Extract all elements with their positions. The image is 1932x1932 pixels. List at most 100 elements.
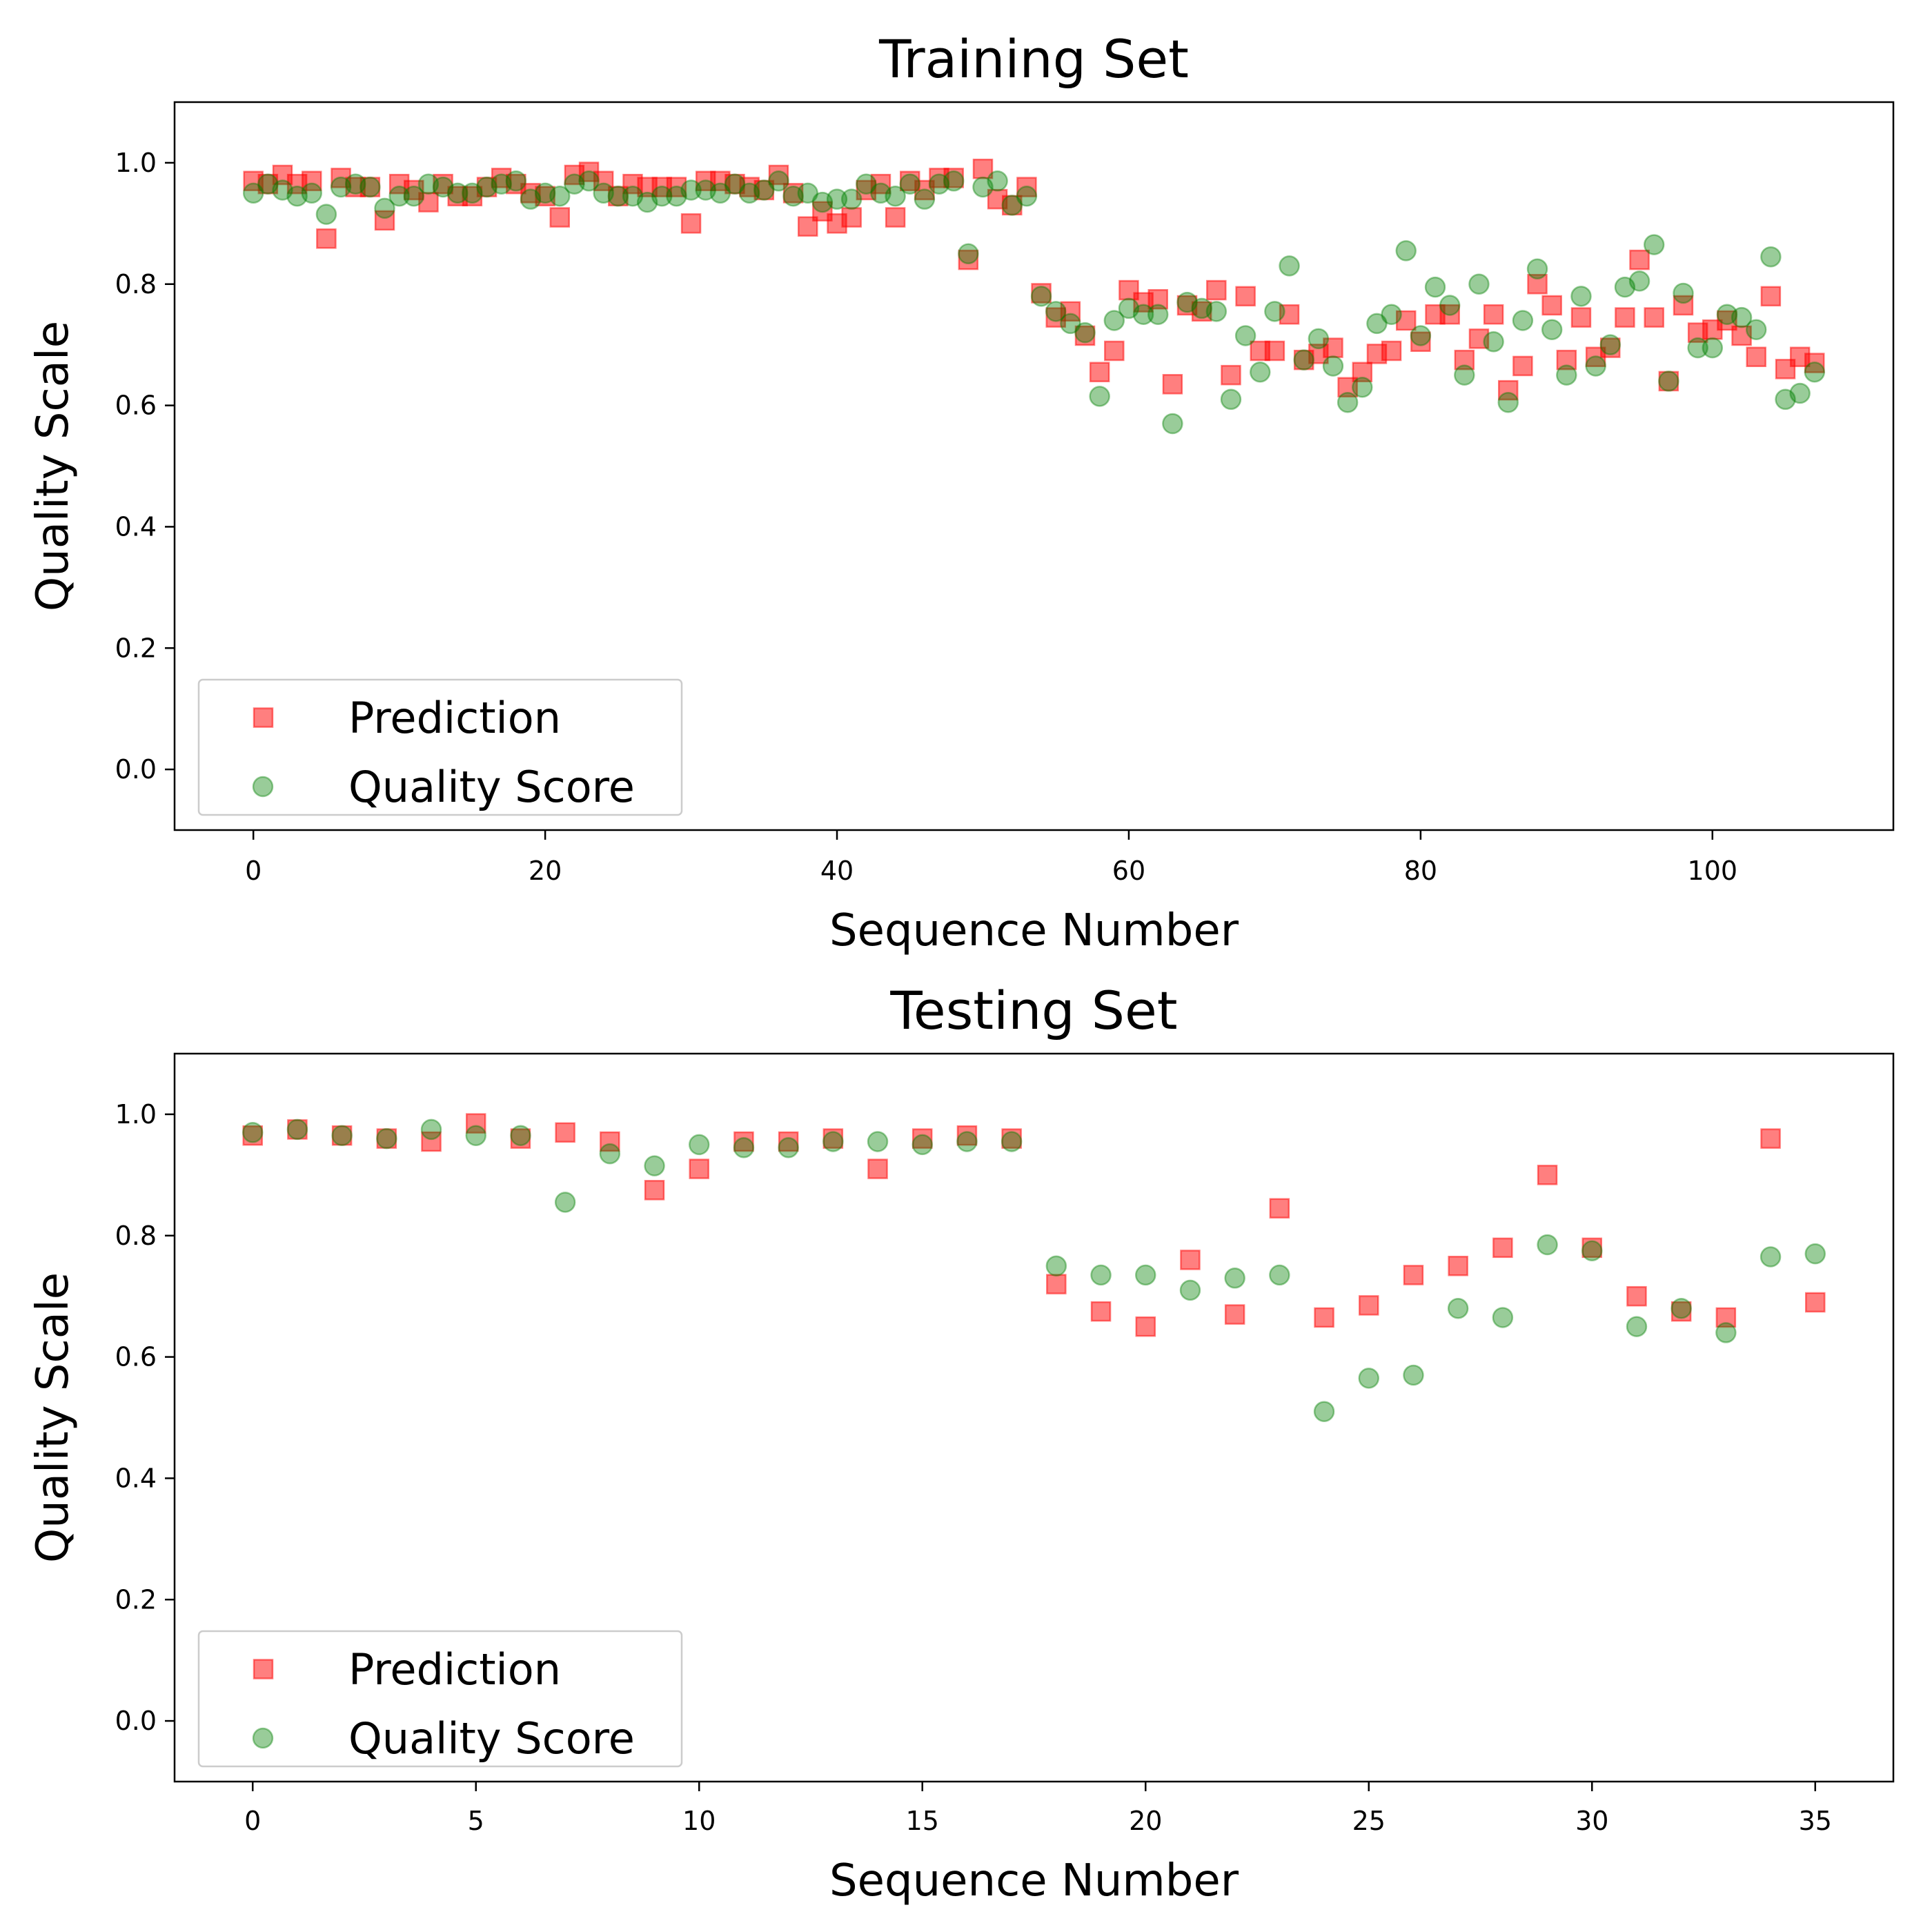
quality-score-point (462, 182, 483, 204)
prediction-point (1492, 1237, 1513, 1259)
quality-score-point (1045, 1255, 1067, 1276)
quality-score-point (242, 182, 264, 204)
legend-label: Prediction (348, 1644, 561, 1695)
prediction-point (1644, 307, 1664, 328)
prediction-point (956, 1125, 978, 1146)
quality-score-point (1313, 1401, 1335, 1422)
legend-box (197, 678, 683, 816)
quality-score-point (520, 188, 542, 210)
prediction-point (1221, 364, 1241, 386)
quality-score-point (1687, 337, 1708, 359)
quality-score-point (1224, 1268, 1245, 1289)
quality-score-point (1454, 364, 1475, 386)
quality-score-point (1658, 371, 1679, 392)
prediction-point (782, 183, 804, 204)
quality-score-point (811, 191, 834, 213)
quality-score-point (899, 173, 921, 195)
quality-score-point (680, 179, 702, 201)
quality-score-point (272, 179, 293, 201)
quality-score-point (330, 176, 352, 198)
quality-score-point (1220, 388, 1242, 411)
prediction-point (1135, 1316, 1156, 1337)
prediction-point (768, 164, 789, 186)
quality-score-point (607, 186, 629, 207)
prediction-point (465, 1113, 486, 1134)
quality-score-point (1264, 301, 1285, 322)
quality-score-point (797, 182, 818, 204)
prediction-point (870, 173, 891, 195)
quality-score-point (826, 188, 848, 210)
quality-score-point (958, 243, 979, 265)
y-tick-label: 0.4 (115, 511, 157, 542)
quality-score-point (840, 188, 862, 210)
quality-score-point (688, 1134, 710, 1156)
prediction-point (316, 228, 337, 249)
quality-score-point (914, 188, 936, 210)
prediction-point (510, 1128, 531, 1149)
series-quality-score (242, 170, 1826, 435)
prediction-point (1570, 307, 1592, 328)
quality-score-point (1731, 306, 1753, 328)
quality-score-point (1269, 1264, 1290, 1286)
prediction-point (1381, 340, 1402, 362)
y-tick-label: 0.2 (115, 1584, 157, 1615)
y-axis-label: Quality Scale (28, 1272, 79, 1563)
quality-score-point (1176, 291, 1198, 313)
prediction-point (418, 192, 439, 213)
prediction-point (1731, 325, 1752, 346)
series-prediction (243, 158, 1825, 401)
quality-score-point (1089, 386, 1110, 407)
prediction-point (1074, 325, 1096, 346)
prediction-point (778, 1131, 799, 1152)
quality-score-point (554, 1192, 576, 1213)
prediction-point (374, 210, 395, 231)
y-tick-label: 0.6 (115, 391, 157, 421)
x-axis-label: Sequence Number (829, 1855, 1239, 1906)
prediction-point (943, 168, 964, 188)
series-prediction (242, 1113, 1826, 1337)
quality-score-point (822, 1131, 844, 1152)
series-quality-score (241, 1118, 1826, 1422)
quality-score-point (1090, 1264, 1112, 1286)
prediction-point (689, 1159, 709, 1179)
prediction-point (1002, 195, 1023, 216)
quality-score-point (359, 176, 381, 198)
prediction-point (1448, 1255, 1468, 1276)
x-tick-label: 35 (1799, 1806, 1832, 1836)
prediction-point (1352, 362, 1373, 382)
prediction-point (972, 158, 994, 179)
quality-score-point (1673, 282, 1694, 304)
quality-score-point (1234, 325, 1256, 346)
quality-score-point (420, 1118, 442, 1141)
prediction-point (1395, 310, 1417, 331)
quality-score-point (1614, 276, 1636, 298)
quality-score-point (1337, 391, 1359, 413)
quality-score-point (709, 182, 731, 204)
quality-score-point (1001, 195, 1023, 216)
prediction-point (1804, 353, 1825, 373)
quality-score-point (1279, 255, 1300, 277)
prediction-point (1746, 346, 1766, 367)
quality-score-point (1358, 1368, 1380, 1389)
quality-score-point (1293, 349, 1314, 371)
quality-score-point (1103, 310, 1125, 331)
quality-score-point (1308, 328, 1330, 350)
prediction-point (1403, 1265, 1424, 1285)
quality-score-point (1045, 301, 1067, 322)
prediction-point (1090, 1301, 1112, 1322)
prediction-point (600, 1131, 620, 1152)
quality-score-point (622, 186, 644, 207)
prediction-point (1537, 1165, 1558, 1185)
quality-score-point (1715, 1322, 1737, 1343)
quality-score-point (733, 1137, 755, 1159)
prediction-point (1031, 283, 1052, 304)
prediction-point (867, 1159, 888, 1179)
quality-score-point (928, 173, 950, 195)
quality-score-point (1556, 364, 1577, 386)
legend-marker-prediction (253, 707, 274, 728)
prediction-point (1162, 374, 1183, 395)
x-tick-label: 25 (1352, 1806, 1386, 1836)
prediction-point (812, 201, 833, 221)
quality-score-point (1512, 310, 1534, 331)
